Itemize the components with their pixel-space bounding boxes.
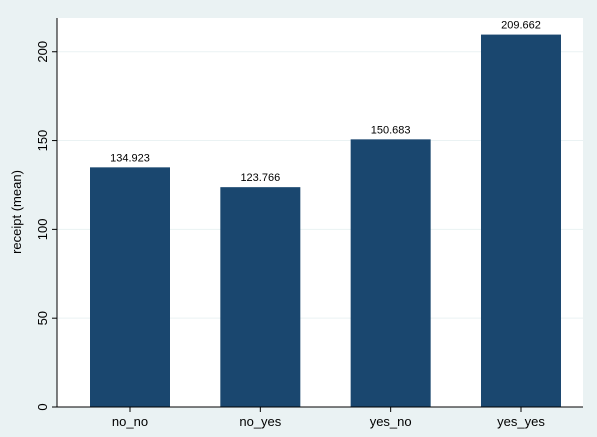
x-tick-label-no_no: no_no: [112, 414, 148, 429]
data-label-no_no: 134.923: [110, 152, 150, 164]
bar-yes_no: [350, 139, 431, 408]
x-tick-label-yes_yes: yes_yes: [497, 414, 545, 429]
y-axis-title: receipt (mean): [9, 170, 24, 254]
bar-yes_yes: [480, 34, 561, 408]
y-tick-label: 0: [35, 403, 50, 410]
bar-no_no: [90, 167, 170, 407]
y-tick-label: 200: [35, 41, 50, 63]
bar-no_yes: [220, 187, 301, 407]
y-tick-label: 50: [35, 311, 50, 325]
x-tick-label-no_yes: no_yes: [239, 414, 281, 429]
y-tick-label: 100: [35, 219, 50, 241]
data-label-yes_no: 150.683: [371, 124, 411, 136]
bars: [90, 34, 561, 408]
y-tick-label: 150: [35, 130, 50, 152]
x-tick-label-yes_no: yes_no: [370, 414, 412, 429]
y-ticks: 0 50 100 150 200: [35, 41, 57, 411]
data-label-no_yes: 123.766: [240, 172, 280, 184]
data-label-yes_yes: 209.662: [501, 20, 541, 32]
x-ticks: no_no no_yes yes_no yes_yes: [112, 407, 545, 429]
data-labels: 134.923 123.766 150.683 209.662: [110, 20, 541, 185]
